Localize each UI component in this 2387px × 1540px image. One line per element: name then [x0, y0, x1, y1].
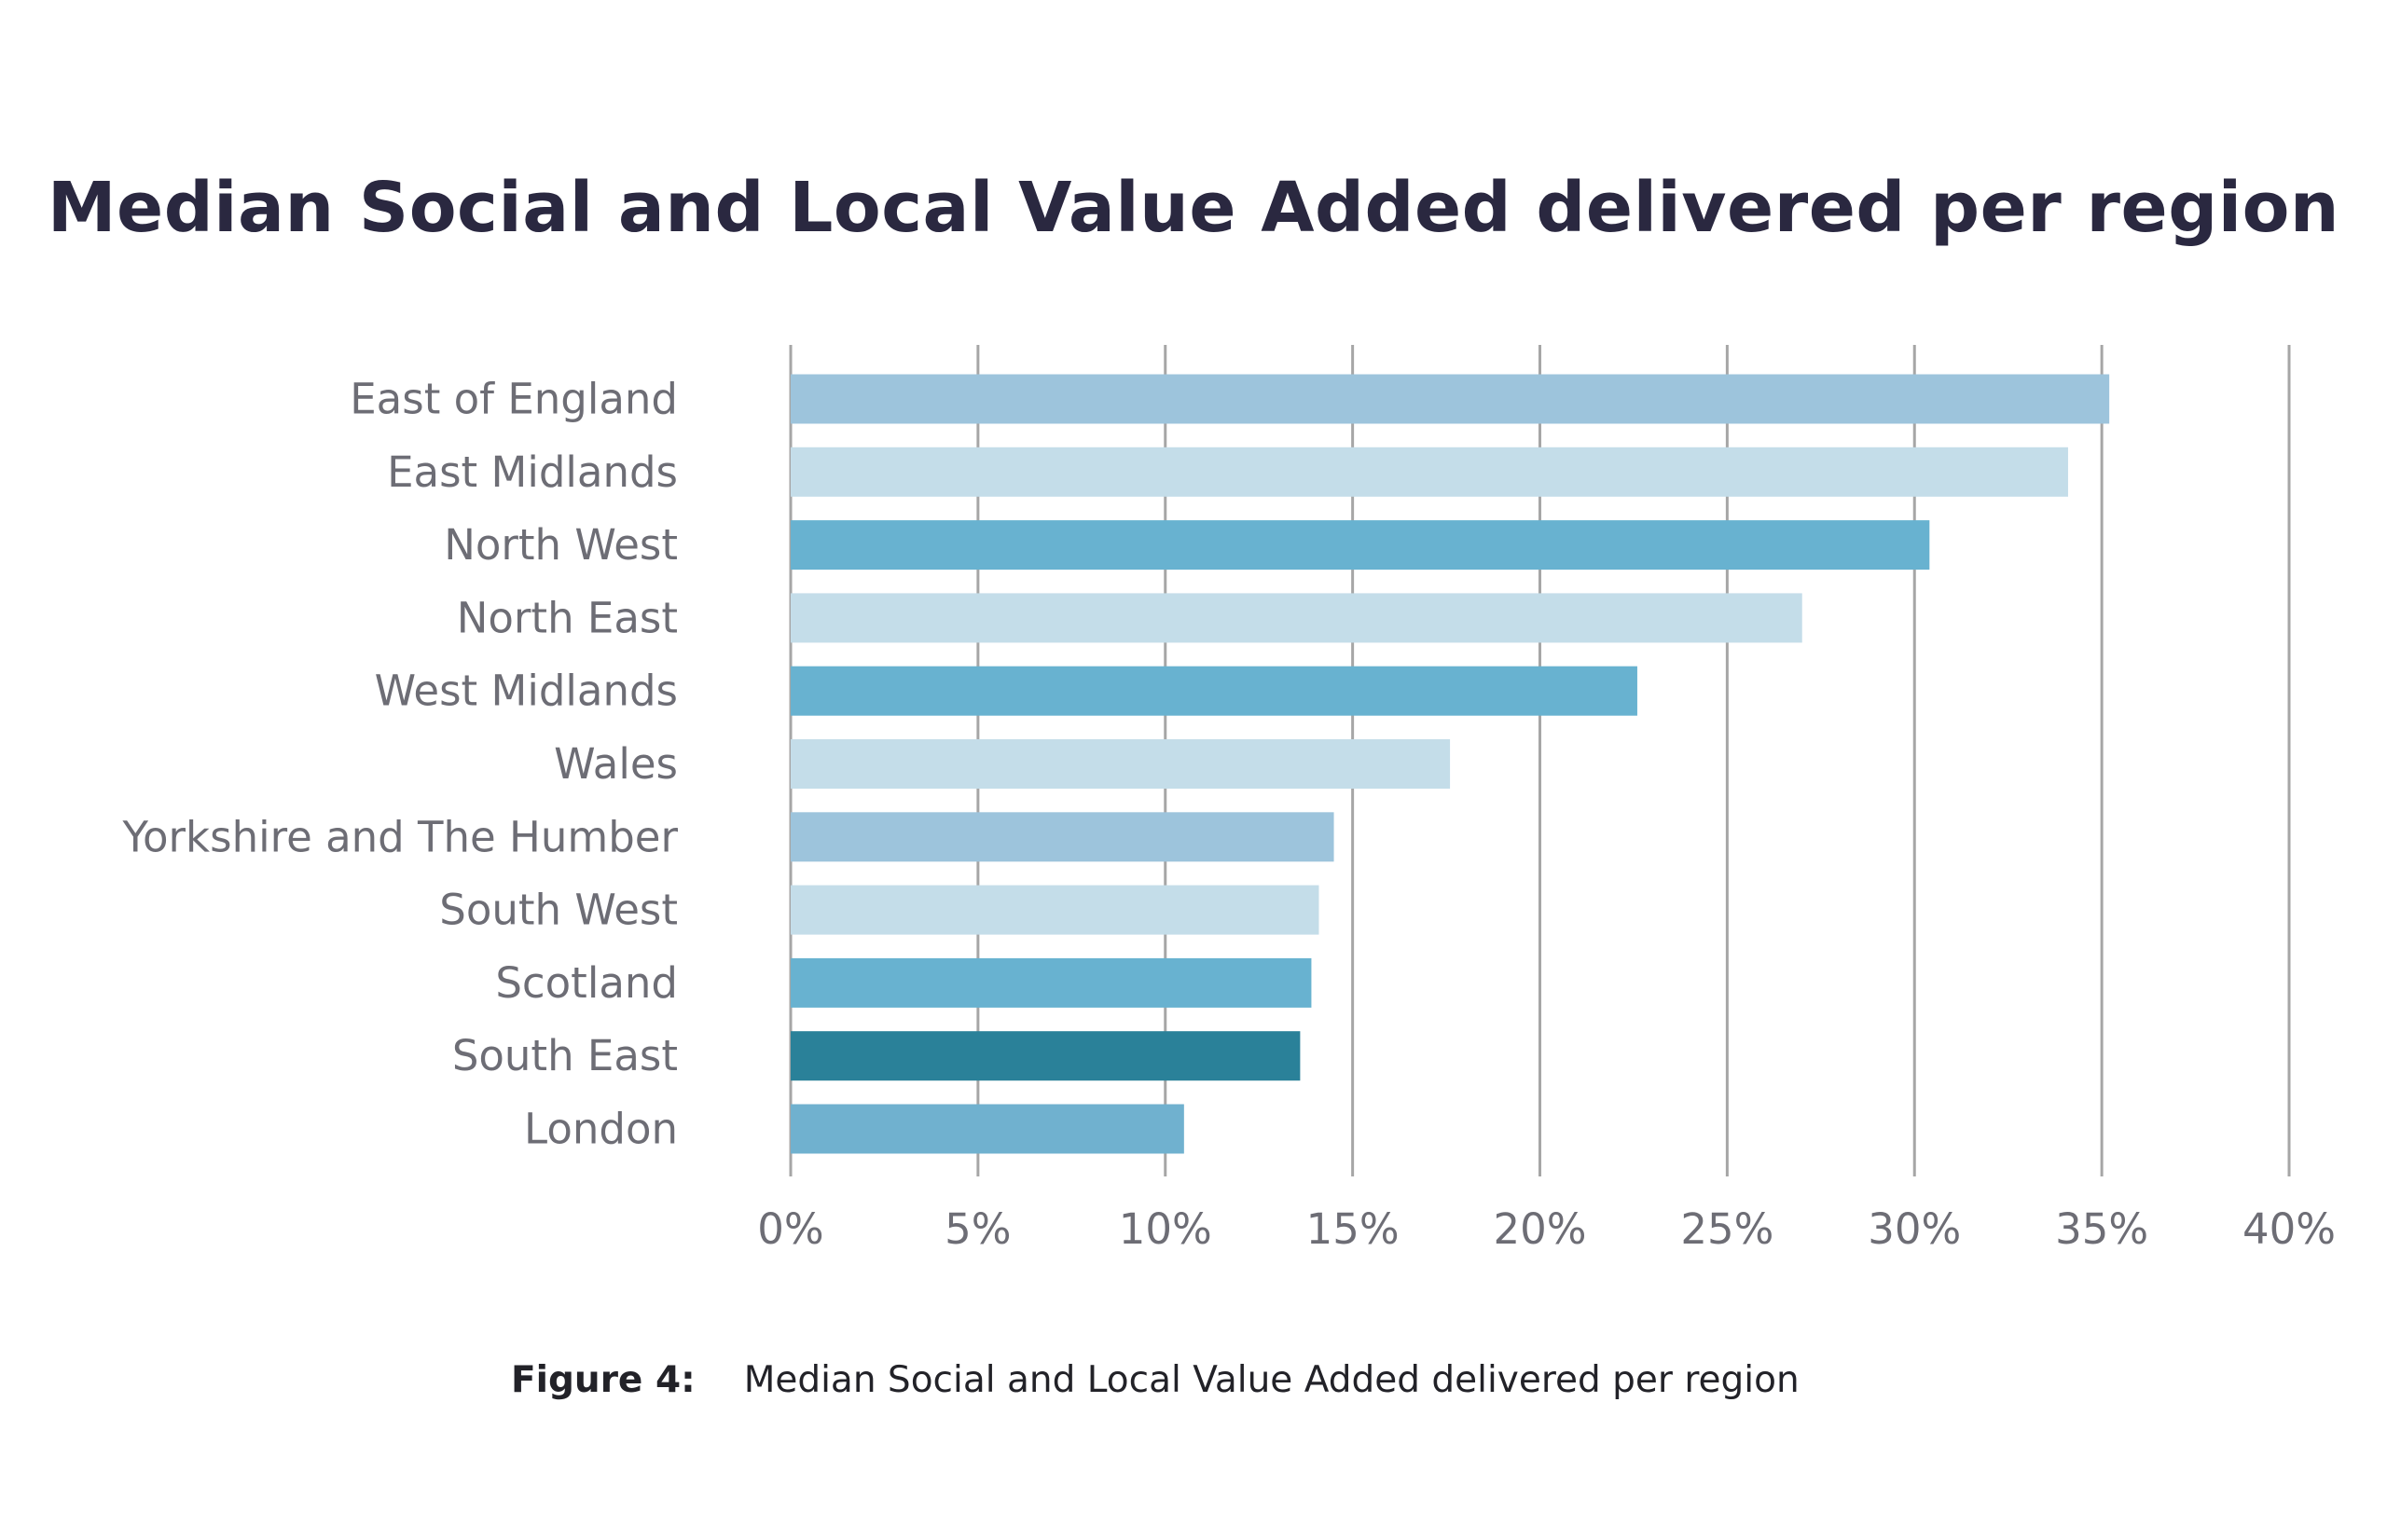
bar-north-west	[791, 520, 1930, 571]
bar-west-midlands	[791, 666, 1637, 716]
bar-north-east	[791, 593, 1802, 643]
figure-caption-text: Median Social and Local Value Added deli…	[743, 1359, 1800, 1401]
x-tick-label-2: 10%	[1119, 1204, 1212, 1254]
x-axis-tick-labels: 0% 5% 10% 15% 20% 25% 30% 35% 40%	[757, 1204, 2336, 1254]
category-label-north-east: North East	[457, 593, 678, 642]
x-tick-label-8: 40%	[2242, 1204, 2336, 1254]
x-tick-label-6: 30%	[1868, 1204, 1961, 1254]
x-tick-label-1: 5%	[945, 1204, 1011, 1254]
bars	[791, 374, 2110, 1154]
bar-east-midlands	[791, 447, 2068, 497]
category-label-wales: Wales	[554, 739, 678, 789]
category-label-scotland: Scotland	[495, 958, 678, 1008]
x-tick-label-4: 20%	[1493, 1204, 1586, 1254]
bar-south-west	[791, 885, 1319, 935]
category-label-west-midlands: West Midlands	[375, 667, 678, 716]
category-label-london: London	[524, 1105, 678, 1154]
category-label-yorkshire-and-the-humber: Yorkshire and The Humber	[122, 812, 679, 861]
bar-yorkshire-and-the-humber	[791, 812, 1334, 862]
figure-caption: Figure 4: Median Social and Local Value A…	[511, 1359, 1800, 1401]
category-label-south-west: South West	[439, 886, 678, 935]
x-tick-label-7: 35%	[2055, 1204, 2148, 1254]
bar-south-east	[791, 1031, 1301, 1081]
x-tick-label-5: 25%	[1680, 1204, 1773, 1254]
bar-scotland	[791, 957, 1312, 1008]
bar-london	[791, 1104, 1184, 1154]
category-label-north-west: North West	[444, 520, 678, 570]
x-tick-label-3: 15%	[1306, 1204, 1400, 1254]
x-tick-label-0: 0%	[757, 1204, 823, 1254]
bar-wales	[791, 739, 1451, 789]
category-label-east-of-england: East of England	[350, 375, 678, 424]
category-labels: East of England East Midlands North West No…	[122, 375, 679, 1154]
category-label-east-midlands: East Midlands	[387, 447, 678, 497]
category-label-south-east: South East	[452, 1031, 678, 1080]
figure-caption-label: Figure 4:	[511, 1359, 696, 1401]
bar-east-of-england	[791, 374, 2110, 424]
chart-title: Median Social and Local Value Added deli…	[47, 168, 2340, 248]
